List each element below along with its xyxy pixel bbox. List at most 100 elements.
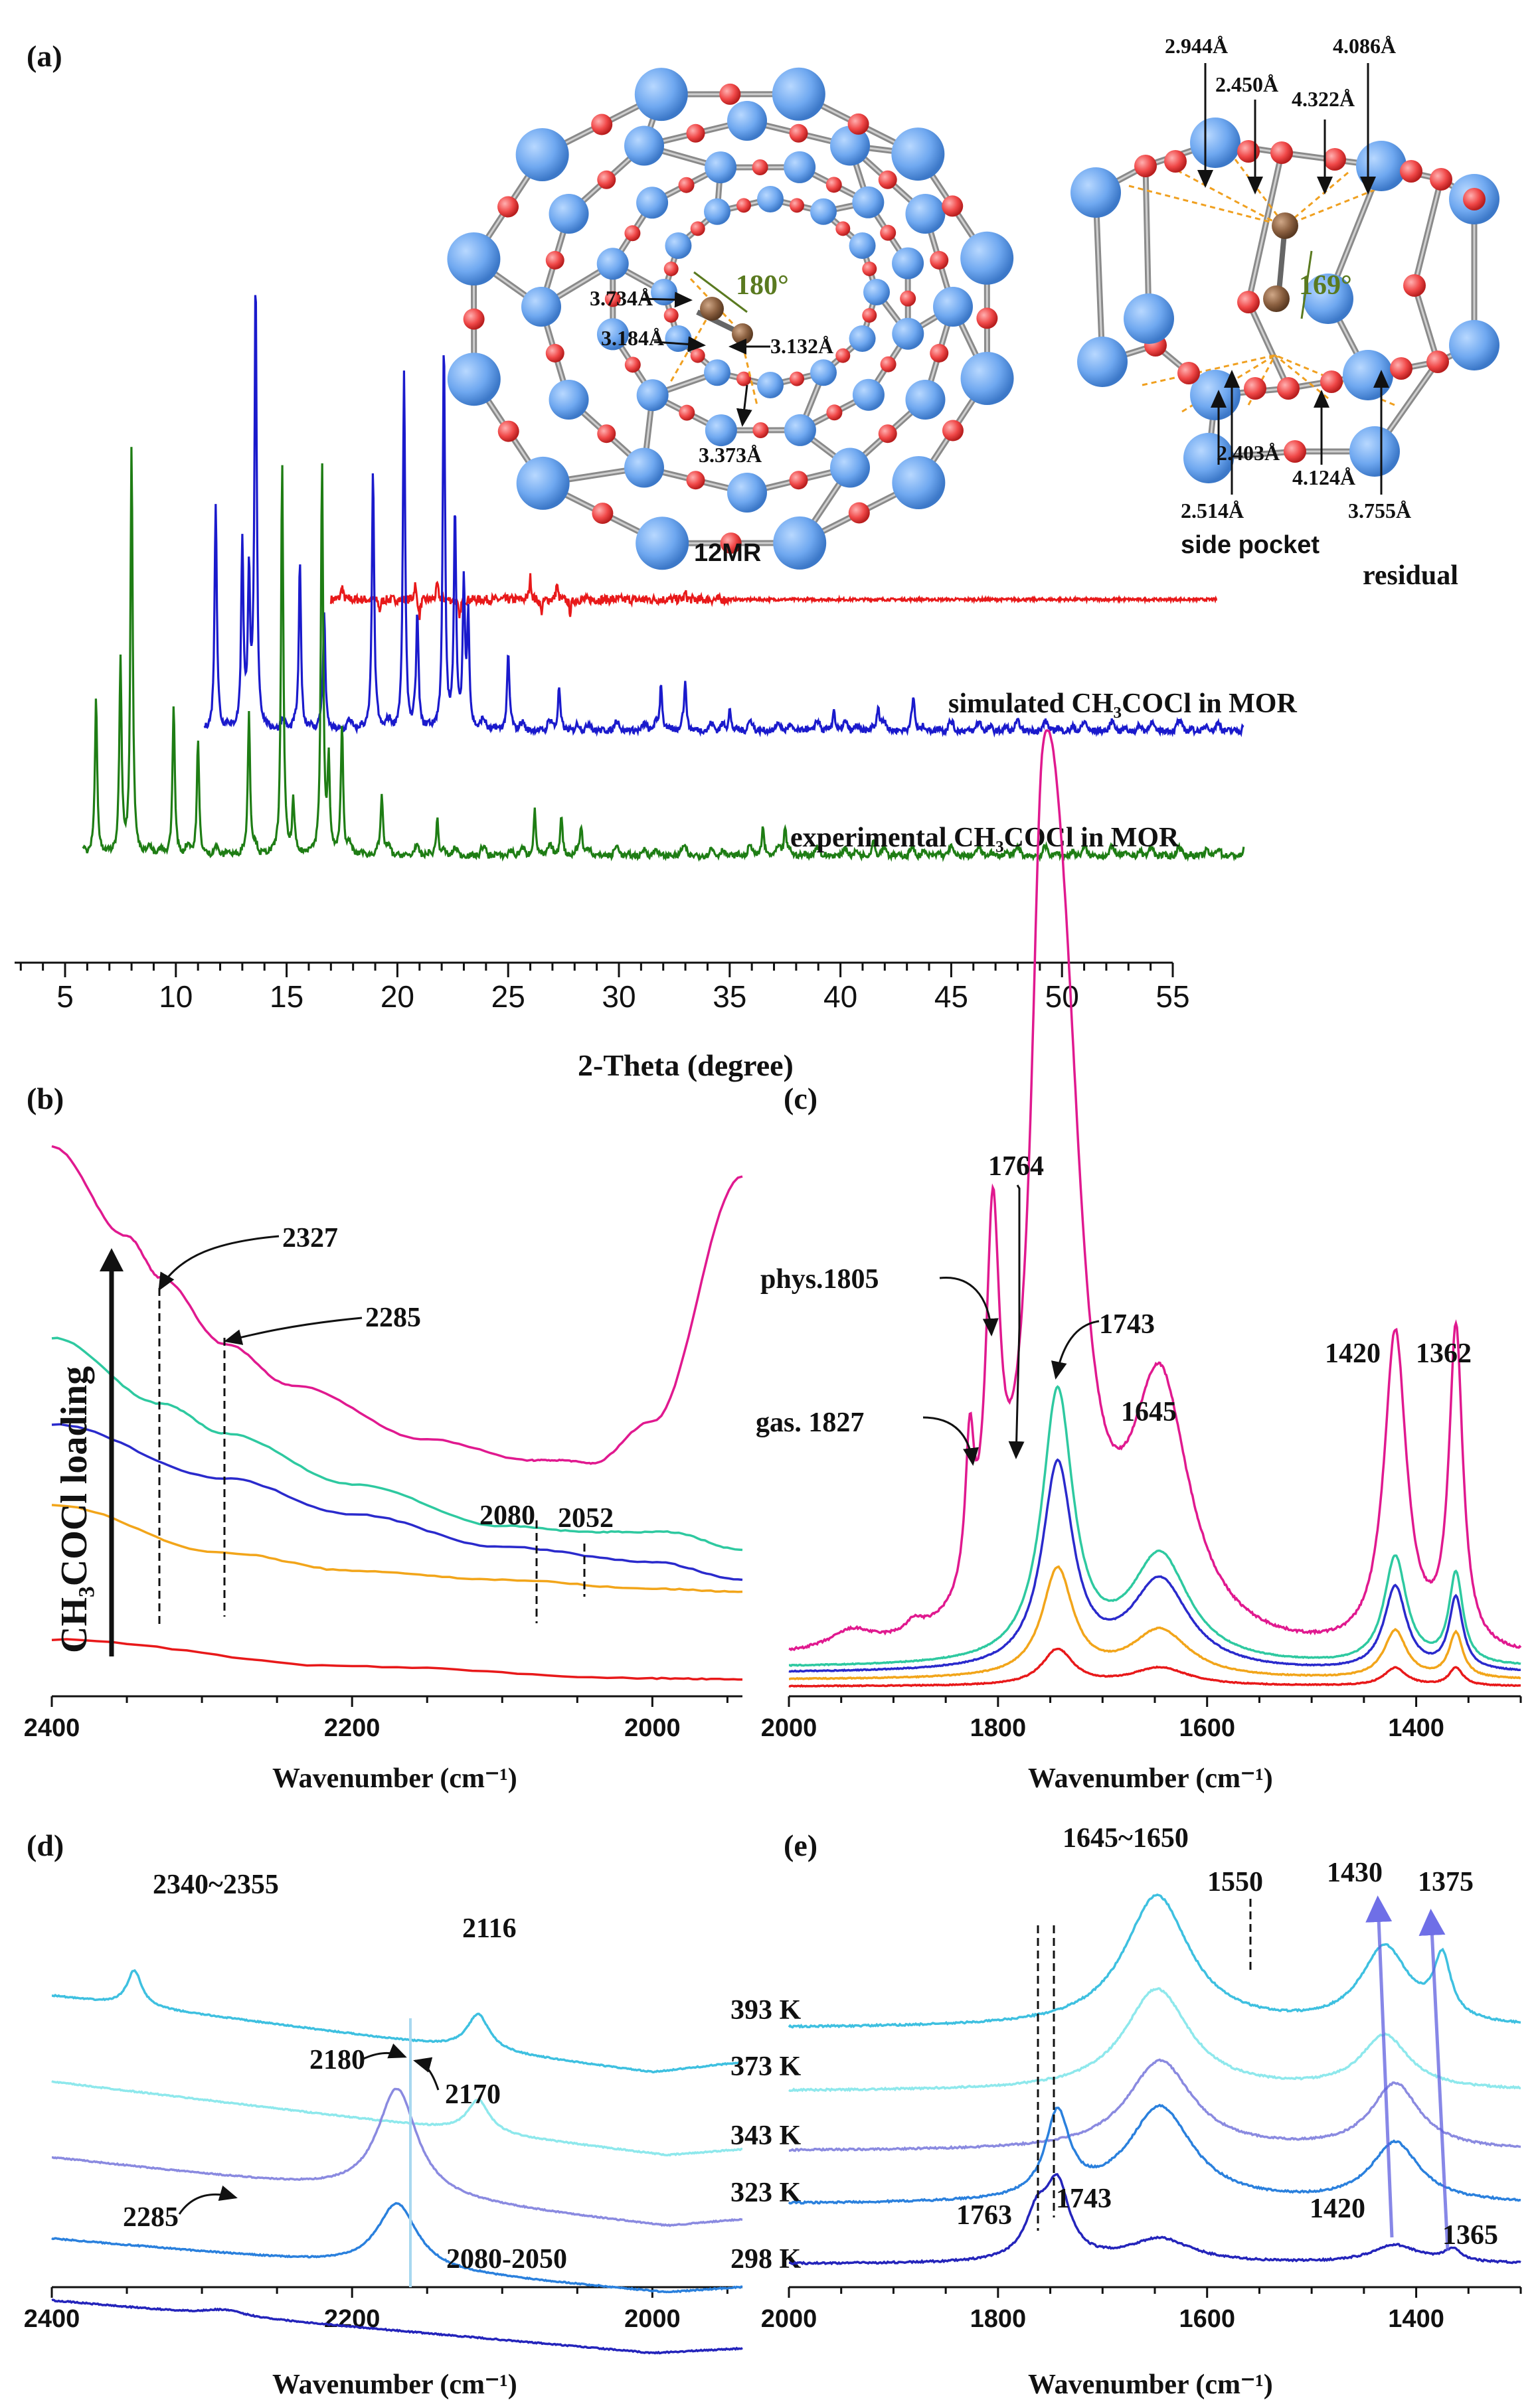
peak-c-1362: 1362 xyxy=(1416,1338,1472,1369)
o-atom xyxy=(679,404,695,421)
si-atom xyxy=(704,198,730,225)
o-atom xyxy=(752,422,769,439)
temp-298: 298 K xyxy=(730,2244,802,2275)
si-atom xyxy=(849,325,876,352)
dist-12mr-2: 3.184Å xyxy=(601,326,664,350)
o-atom xyxy=(1426,351,1449,373)
mor-side-pocket-structure xyxy=(1070,63,1499,495)
dist-side-bot-1: 2.403Å xyxy=(1217,441,1280,465)
o-atom xyxy=(862,308,877,323)
anno-arrow xyxy=(178,2185,238,2215)
shift-arrow xyxy=(1365,1895,1394,2238)
o-atom xyxy=(835,221,851,236)
o-atom xyxy=(719,83,741,105)
panel-b-loading-label: CH₃COCl loading xyxy=(54,1366,95,1653)
si-atom xyxy=(757,186,784,212)
struct-side-angle: 169° xyxy=(1299,270,1352,301)
panel-c-tick-label: 1600 xyxy=(1179,1714,1235,1742)
panel-a-label: (a) xyxy=(27,39,62,73)
simulated-curve xyxy=(203,295,1244,738)
o-atom xyxy=(1284,440,1306,463)
panel-c-xlabel: Wavenumber (cm⁻¹) xyxy=(1028,1763,1273,1794)
peak-c-1420: 1420 xyxy=(1325,1338,1381,1369)
temp-393: 393 K xyxy=(730,1995,802,2026)
o-atom xyxy=(663,262,679,276)
si-atom xyxy=(1183,433,1234,483)
dist-side-top-2: 2.450Å xyxy=(1215,72,1278,96)
si-atom xyxy=(651,279,677,305)
distance-arrow xyxy=(653,336,706,353)
o-atom xyxy=(686,123,705,143)
o-atom xyxy=(1403,274,1426,297)
tick-label-a: 35 xyxy=(713,979,746,1014)
tick-label-a: 20 xyxy=(381,979,414,1014)
peak-e-1743: 1743 xyxy=(1056,2184,1112,2214)
si-atom xyxy=(665,232,692,259)
dist-side-bot-3: 2.514Å xyxy=(1181,499,1244,522)
panel-e-xlabel: Wavenumber (cm⁻¹) xyxy=(1028,2369,1273,2400)
peak-c-1827: gas. 1827 xyxy=(756,1407,864,1438)
panel-b-tick-label: 2400 xyxy=(24,1714,80,1742)
o-atom xyxy=(930,344,949,362)
panel-c-tick-label: 2000 xyxy=(761,1714,817,1742)
o-atom xyxy=(690,221,705,236)
si-atom xyxy=(1303,274,1353,324)
o-atom xyxy=(545,251,564,270)
panel-b-series xyxy=(51,1423,743,1581)
panel-c-series xyxy=(789,1565,1521,1680)
o-atom xyxy=(736,371,751,386)
tick-label-a: 45 xyxy=(934,979,968,1014)
panel-b-series xyxy=(51,1638,742,1681)
bond-highlight xyxy=(1094,191,1104,363)
panel-b-series xyxy=(51,1336,743,1552)
o-atom xyxy=(592,503,614,524)
temp-343: 343 K xyxy=(730,2121,802,2151)
panel-b-series xyxy=(51,1504,743,1593)
hbond-dash xyxy=(1284,171,1349,227)
o-atom xyxy=(1320,370,1343,393)
panel-c-label: (c) xyxy=(784,1082,817,1115)
c-atom xyxy=(732,323,753,345)
tick-label-a: 30 xyxy=(602,979,636,1014)
si-atom xyxy=(705,414,737,447)
anno-arrow xyxy=(413,2057,440,2091)
o-atom xyxy=(790,198,804,213)
panel-b-xlabel: Wavenumber (cm⁻¹) xyxy=(272,1763,517,1794)
peak-d-2285: 2285 xyxy=(123,2202,179,2233)
o-atom xyxy=(736,198,751,213)
anno-arrow xyxy=(922,1416,979,1466)
o-atom xyxy=(1277,377,1300,400)
o-atom xyxy=(1390,357,1412,380)
dist-side-bot-2: 4.124Å xyxy=(1292,465,1355,489)
label-simulated: simulated CH₃COCl in MOR xyxy=(948,688,1297,719)
panel-e-tick-label: 1600 xyxy=(1179,2305,1235,2333)
si-atom xyxy=(634,68,688,121)
peak-b-2327: 2327 xyxy=(282,1223,338,1253)
o-atom xyxy=(624,357,641,373)
si-atom xyxy=(636,379,669,412)
si-atom xyxy=(1349,426,1400,477)
si-atom xyxy=(852,378,885,411)
si-atom xyxy=(892,456,946,510)
peak-b-2080: 2080 xyxy=(479,1500,535,1531)
loading-arrow-head xyxy=(100,1248,124,1271)
peak-c-1743: 1743 xyxy=(1099,1309,1155,1340)
panel-b-label: (b) xyxy=(27,1082,64,1115)
o-atom xyxy=(1270,141,1293,164)
o-atom xyxy=(878,424,897,443)
si-atom xyxy=(852,186,885,218)
o-atom xyxy=(604,291,621,307)
panel-e-plot: 2000 1800 1600 1400 xyxy=(761,1893,1522,2333)
o-atom xyxy=(862,262,877,276)
bond-highlight xyxy=(1413,284,1439,363)
tick-label-a: 40 xyxy=(823,979,857,1014)
label-residual: residual xyxy=(1363,560,1458,591)
panel-a-xlabel: 2-Theta (degree) xyxy=(578,1048,794,1082)
angle-line xyxy=(693,271,748,313)
o-atom xyxy=(825,177,842,193)
peak-e-1420: 1420 xyxy=(1310,2194,1365,2224)
struct-side-caption: side pocket xyxy=(1181,531,1320,559)
si-atom xyxy=(549,380,589,420)
si-atom xyxy=(784,414,816,446)
